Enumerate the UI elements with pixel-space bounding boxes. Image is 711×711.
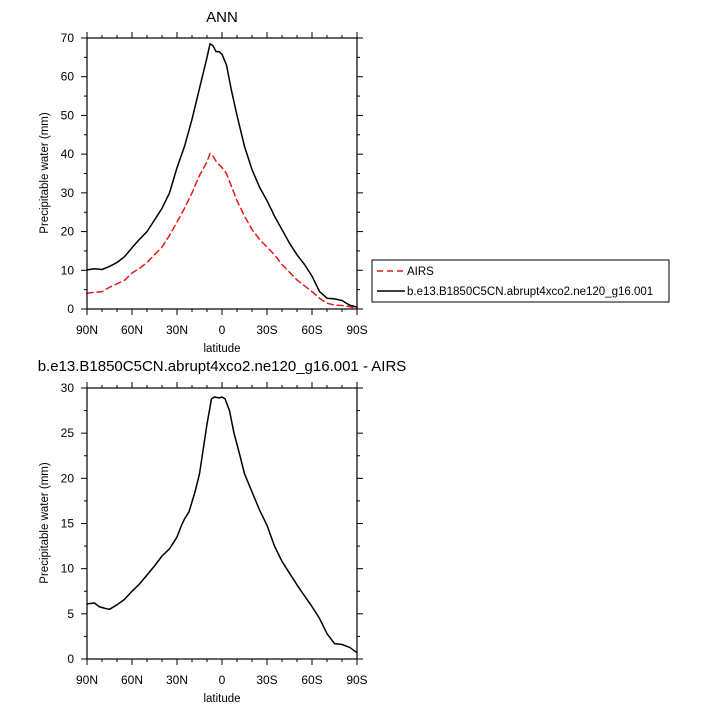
bottom-x-tick-label: 90N [76, 673, 98, 687]
legend-label-model: b.e13.B1850C5CN.abrupt4xco2.ne120_g16.00… [407, 286, 653, 298]
top-x-tick-label: 60N [121, 323, 143, 337]
top-y-tick-label: 10 [61, 263, 75, 277]
top-x-tick-label: 30N [166, 323, 188, 337]
top-x-tick-label: 90S [346, 323, 367, 337]
top-series-line-0 [86, 152, 358, 310]
top-plot-frame [86, 37, 358, 310]
top-panel: ANN 0 10 20 30 40 50 60 70 90N 60N 30N 0 30S 60S 90S l… [39, 9, 670, 355]
bottom-series-line-0 [86, 396, 358, 654]
bottom-x-tick-label: 60S [301, 673, 322, 687]
bottom-series-group [86, 396, 358, 654]
top-chart-title: ANN [206, 9, 238, 26]
top-y-tick-label: 40 [61, 147, 75, 161]
bottom-y-tick-label: 10 [61, 562, 75, 576]
bottom-y-tick-label: 30 [61, 381, 75, 395]
top-x-tick-label: 60S [301, 323, 322, 337]
legend: AIRS b.e13.B1850C5CN.abrupt4xco2.ne120_g… [371, 259, 670, 303]
bottom-x-tick-label: 0 [219, 673, 226, 687]
bottom-x-tick-label: 60N [121, 673, 143, 687]
top-x-tick-label: 0 [219, 323, 226, 337]
bottom-x-tick-label: 30S [256, 673, 277, 687]
top-x-axis-label: latitude [203, 343, 240, 355]
top-y-tick-label: 20 [61, 225, 75, 239]
bottom-x-tick-label: 90S [346, 673, 367, 687]
top-x-tick-label: 90N [76, 323, 98, 337]
legend-box [371, 259, 670, 303]
top-y-axis-label: Precipitable water (mm) [39, 112, 51, 234]
bottom-y-tick-label: 0 [67, 652, 74, 666]
legend-label-airs: AIRS [407, 266, 434, 278]
bottom-y-tick-label: 25 [61, 426, 75, 440]
bottom-ticks-group: 0 5 10 15 20 25 30 90N 60N 30N 0 30S 60S 90S [61, 381, 368, 687]
top-y-tick-label: 60 [61, 70, 75, 84]
top-y-tick-label: 70 [61, 31, 75, 45]
bottom-panel: b.e13.B1850C5CN.abrupt4xco2.ne120_g16.00… [38, 358, 407, 705]
bottom-y-tick-label: 15 [61, 517, 75, 531]
top-y-tick-label: 50 [61, 108, 75, 122]
top-y-tick-label: 0 [67, 302, 74, 316]
top-y-tick-label: 30 [61, 186, 75, 200]
bottom-y-axis-label: Precipitable water (mm) [39, 462, 51, 584]
bottom-x-tick-label: 30N [166, 673, 188, 687]
top-x-tick-label: 30S [256, 323, 277, 337]
bottom-x-axis-label: latitude [203, 693, 240, 705]
bottom-chart-title: b.e13.B1850C5CN.abrupt4xco2.ne120_g16.00… [38, 358, 407, 375]
top-ticks-group: 0 10 20 30 40 50 60 70 90N 60N 30N 0 30S 60S 90S [61, 31, 368, 337]
bottom-plot-frame [86, 387, 358, 660]
bottom-y-tick-label: 5 [67, 607, 74, 621]
top-series-line-1 [86, 43, 358, 308]
top-series-group [86, 43, 358, 310]
bottom-y-tick-label: 20 [61, 471, 75, 485]
